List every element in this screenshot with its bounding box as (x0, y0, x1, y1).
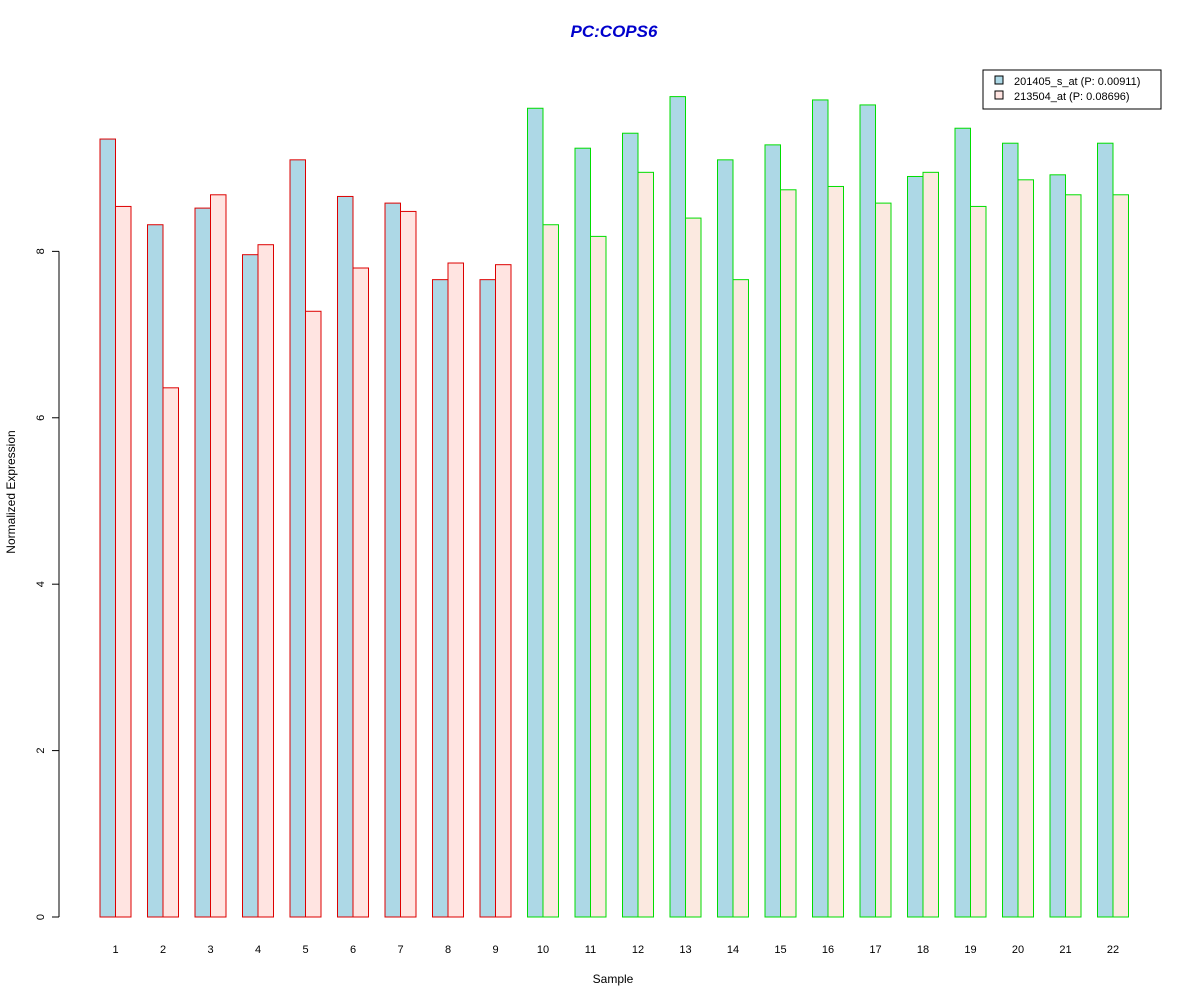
bar-sample-8-series-2 (447, 262, 464, 918)
x-tick-label-15: 15 (774, 944, 786, 956)
x-tick-label-1: 1 (112, 944, 118, 956)
x-tick-label-20: 20 (1012, 944, 1024, 956)
bars-layer (99, 96, 1129, 918)
bar-sample-9-series-2 (495, 264, 512, 918)
y-tick-label-8: 8 (35, 248, 47, 254)
bar-sample-2-series-2 (162, 387, 179, 918)
bar-sample-11-series-2 (590, 235, 607, 918)
bar-sample-12-series-2 (637, 171, 654, 918)
bar-sample-16-series-2 (827, 185, 844, 918)
bar-sample-18-series-2 (922, 171, 939, 918)
bar-sample-16-series-1 (812, 99, 829, 918)
bar-sample-3-series-2 (210, 194, 227, 918)
bar-sample-8-series-1 (432, 279, 449, 918)
bar-sample-10-series-1 (527, 107, 544, 918)
x-tick-label-9: 9 (492, 944, 498, 956)
legend-box (982, 69, 1162, 110)
bar-sample-20-series-1 (1002, 142, 1019, 918)
chart-title: PC:COPS6 (571, 22, 658, 41)
legend-label-series-2: 213504_at (P: 0.08696) (1014, 91, 1130, 103)
bar-sample-6-series-2 (352, 267, 369, 918)
bar-sample-15-series-2 (780, 189, 797, 918)
x-tick-label-10: 10 (537, 944, 549, 956)
x-tick-label-3: 3 (207, 944, 213, 956)
x-tick-label-18: 18 (917, 944, 929, 956)
x-tick-label-22: 22 (1107, 944, 1119, 956)
bar-sample-14-series-1 (717, 159, 734, 918)
x-tick-label-11: 11 (585, 944, 596, 956)
x-axis-labels: 1 2 3 4 5 6 7 8 9 10 11 12 13 14 15 16 17 18 19 20 21 22 (112, 944, 1119, 956)
bar-sample-13-series-1 (669, 96, 686, 918)
y-tick-label-6: 6 (35, 415, 47, 421)
bar-sample-15-series-1 (764, 144, 781, 918)
bar-sample-17-series-1 (859, 104, 876, 918)
bar-sample-7-series-1 (384, 202, 401, 918)
bar-sample-9-series-1 (479, 279, 496, 918)
y-axis-title: Normalized Expression (4, 430, 18, 553)
bar-sample-1-series-2 (115, 205, 132, 918)
bar-sample-5-series-2 (305, 310, 322, 918)
bar-sample-17-series-2 (875, 202, 892, 918)
x-tick-label-14: 14 (727, 944, 739, 956)
y-axis: 0 2 4 6 8 (35, 248, 60, 920)
x-tick-label-7: 7 (397, 944, 403, 956)
legend-label-series-1: 201405_s_at (P: 0.00911) (1014, 76, 1140, 88)
x-tick-label-21: 21 (1059, 944, 1071, 956)
bar-sample-22-series-1 (1097, 142, 1114, 918)
bar-sample-20-series-2 (1017, 179, 1034, 918)
bar-sample-10-series-2 (542, 224, 559, 918)
legend-swatch-series-2 (994, 90, 1004, 100)
legend: 201405_s_at (P: 0.00911) 213504_at (P: 0… (982, 69, 1162, 110)
bar-sample-13-series-2 (685, 217, 702, 918)
x-tick-label-4: 4 (255, 944, 261, 956)
bar-sample-12-series-1 (622, 132, 639, 918)
bar-sample-4-series-1 (242, 254, 259, 918)
bar-sample-21-series-2 (1065, 194, 1082, 918)
bar-sample-5-series-1 (289, 159, 306, 918)
x-tick-label-8: 8 (445, 944, 451, 956)
bar-sample-22-series-2 (1112, 194, 1129, 918)
bar-sample-11-series-1 (574, 147, 591, 918)
bar-sample-2-series-1 (147, 224, 164, 918)
x-tick-label-13: 13 (679, 944, 691, 956)
x-tick-label-17: 17 (869, 944, 881, 956)
bar-sample-14-series-2 (732, 279, 749, 918)
bar-sample-18-series-1 (907, 175, 924, 918)
y-tick-label-4: 4 (35, 581, 47, 587)
bar-sample-6-series-1 (337, 195, 354, 918)
x-tick-label-2: 2 (160, 944, 166, 956)
y-tick-label-2: 2 (35, 748, 47, 754)
bar-sample-3-series-1 (194, 207, 211, 918)
x-tick-label-19: 19 (964, 944, 976, 956)
bar-sample-7-series-2 (400, 210, 417, 918)
bar-sample-19-series-2 (970, 205, 987, 918)
x-tick-label-16: 16 (822, 944, 834, 956)
x-tick-label-5: 5 (302, 944, 308, 956)
bar-sample-4-series-2 (257, 244, 274, 918)
bar-sample-1-series-1 (99, 138, 116, 918)
y-tick-label-0: 0 (35, 914, 47, 920)
x-tick-label-6: 6 (350, 944, 356, 956)
legend-swatch-series-1 (994, 75, 1004, 85)
bar-sample-19-series-1 (954, 127, 971, 918)
bar-sample-21-series-1 (1049, 174, 1066, 918)
x-tick-label-12: 12 (632, 944, 644, 956)
x-axis-title: Sample (593, 972, 634, 986)
